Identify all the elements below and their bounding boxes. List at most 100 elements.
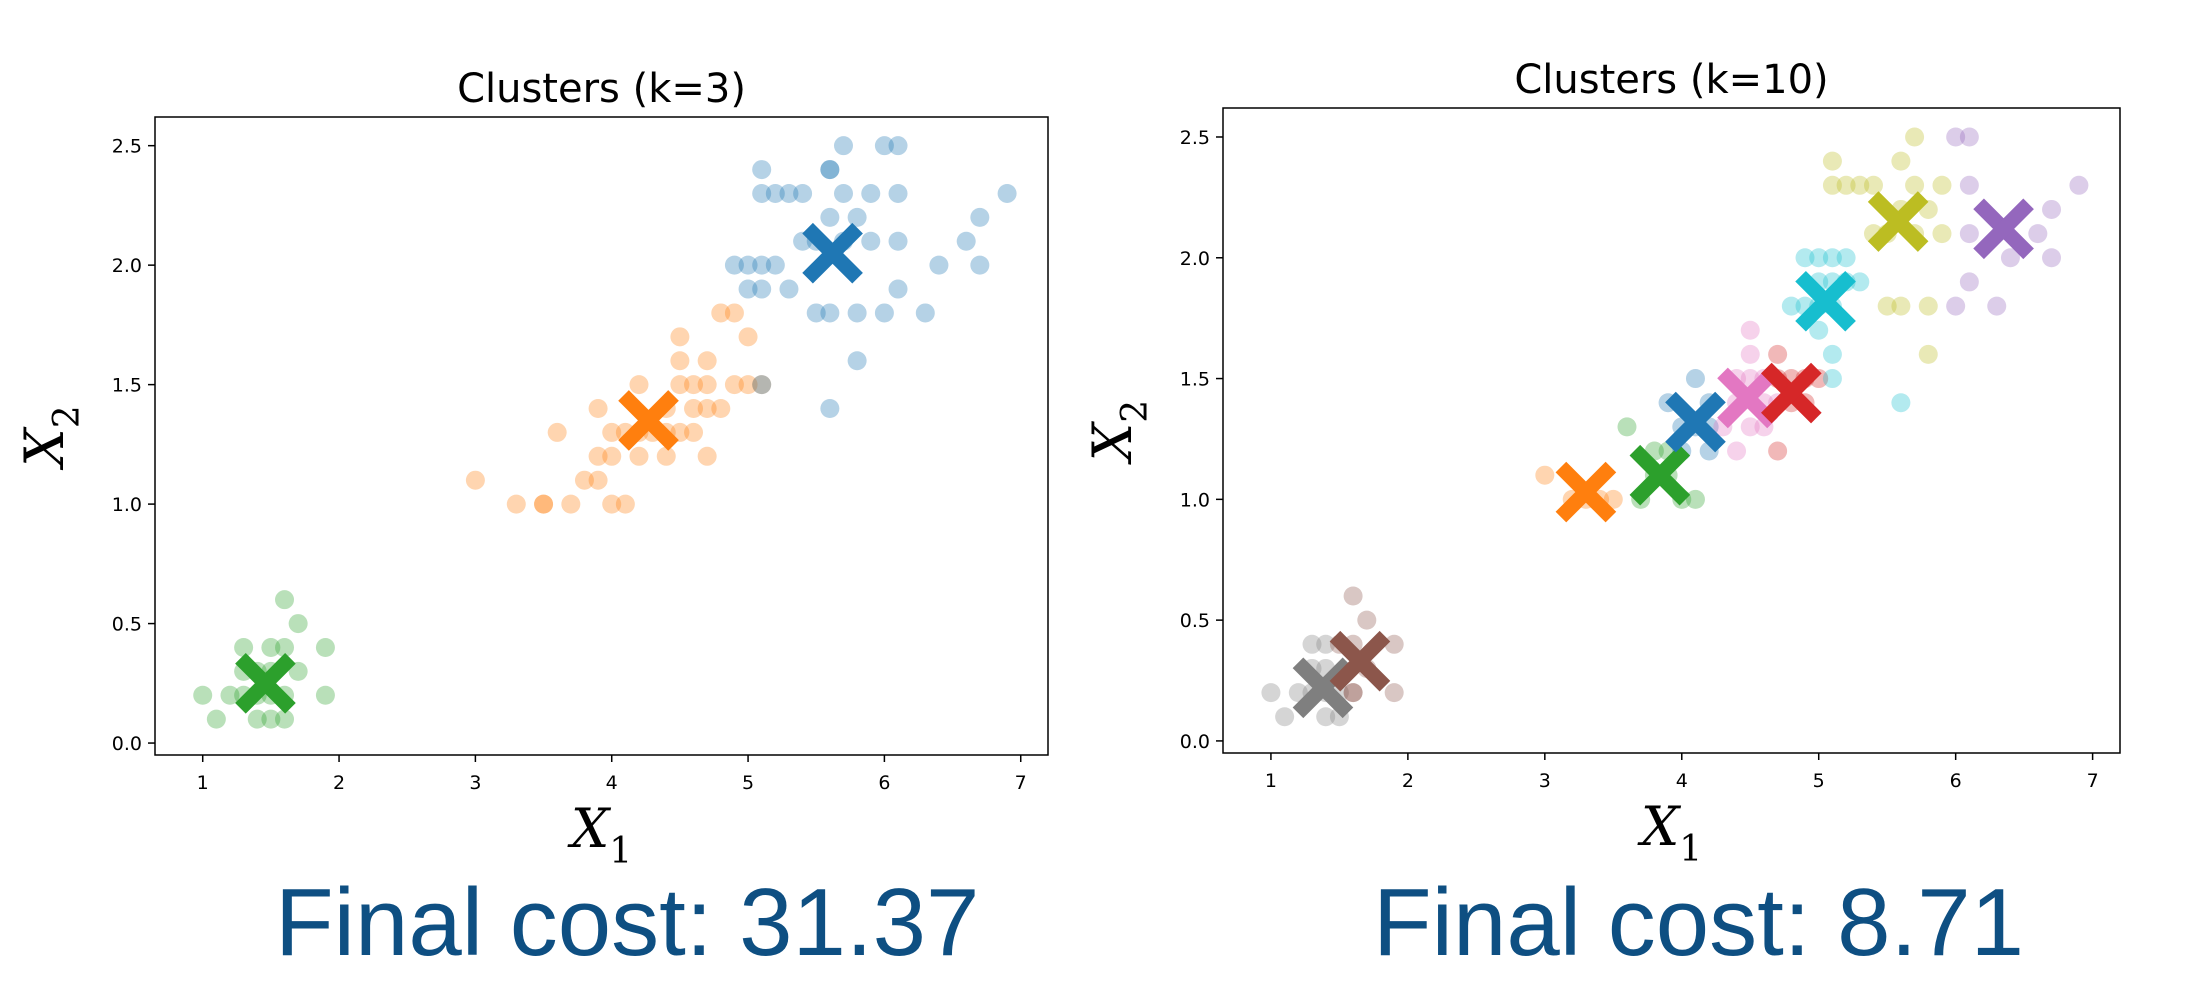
data-point: [888, 183, 908, 203]
y-tick-label: 2.0: [1180, 248, 1210, 270]
x-tick-label: 4: [1676, 770, 1688, 792]
data-point: [1822, 344, 1842, 364]
data-point: [261, 637, 281, 657]
data-point: [1987, 296, 2007, 316]
data-point: [547, 422, 567, 442]
data-point: [1836, 175, 1856, 195]
y-tick-label: 1.0: [1180, 489, 1210, 511]
data-point: [833, 136, 853, 156]
data-point: [861, 183, 881, 203]
centroid-marker: [235, 653, 296, 714]
data-point: [1863, 175, 1883, 195]
data-point: [1685, 489, 1705, 509]
data-point: [1850, 175, 1870, 195]
data-point: [1261, 683, 1281, 703]
data-point: [697, 375, 717, 395]
data-point: [684, 399, 704, 419]
data-point: [765, 183, 785, 203]
data-point: [602, 422, 622, 442]
data-point: [1781, 296, 1801, 316]
data-point: [1946, 127, 1966, 147]
y-axis-label: X2: [13, 405, 88, 470]
data-point: [588, 399, 608, 419]
x-tick-label: 3: [1539, 770, 1551, 792]
data-point: [602, 446, 622, 466]
data-point: [697, 399, 717, 419]
data-point: [765, 255, 785, 275]
data-point: [2042, 199, 2062, 219]
data-point: [888, 136, 908, 156]
data-point: [1822, 248, 1842, 268]
data-point: [247, 709, 267, 729]
data-point: [1877, 296, 1897, 316]
data-point: [724, 303, 744, 323]
y-tick-label: 2.0: [112, 255, 142, 277]
data-point: [1918, 344, 1938, 364]
data-point: [193, 685, 213, 705]
centroid-marker: [1761, 362, 1822, 424]
data-point: [670, 327, 690, 347]
data-point: [288, 661, 308, 681]
data-point: [1891, 296, 1911, 316]
data-point: [738, 375, 758, 395]
data-point: [574, 470, 594, 490]
x-tick-label: 4: [606, 772, 618, 794]
final-cost-value-left: 31.37: [739, 869, 980, 976]
data-point: [1275, 707, 1295, 727]
data-point: [2000, 248, 2020, 268]
data-point: [1685, 369, 1705, 389]
cluster-3: [724, 136, 1017, 419]
data-point: [2069, 175, 2089, 195]
final-cost-value-right: 8.71: [1837, 869, 2024, 976]
data-point: [588, 446, 608, 466]
plot-frame: [1222, 107, 2121, 754]
x-tick-label: 6: [878, 772, 890, 794]
data-point: [888, 231, 908, 251]
data-point: [561, 494, 581, 514]
centroid-marker: [802, 222, 863, 284]
data-point: [724, 375, 744, 395]
data-point: [820, 207, 840, 227]
data-point: [1740, 320, 1760, 340]
data-point: [711, 303, 731, 323]
centroid-marker: [1973, 198, 2034, 260]
data-point: [1535, 465, 1555, 485]
x-tick-label: 3: [469, 772, 481, 794]
data-point: [752, 160, 772, 180]
data-point: [629, 375, 649, 395]
data-point: [1343, 683, 1363, 703]
data-point: [1822, 369, 1842, 389]
data-point: [1822, 175, 1842, 195]
data-point: [1302, 634, 1322, 654]
data-point: [1959, 272, 1979, 292]
data-point: [833, 183, 853, 203]
data-point: [1343, 683, 1363, 703]
data-point: [874, 303, 894, 323]
data-point: [1959, 224, 1979, 244]
data-point: [1768, 344, 1788, 364]
data-point: [465, 470, 485, 490]
data-point: [275, 709, 295, 729]
data-point: [1932, 175, 1952, 195]
x-tick-label: 7: [1015, 772, 1027, 794]
data-point: [2028, 224, 2048, 244]
data-point: [970, 255, 990, 275]
data-point: [1850, 272, 1870, 292]
data-point: [738, 255, 758, 275]
data-point: [1384, 683, 1404, 703]
data-point: [752, 183, 772, 203]
data-point: [534, 494, 554, 514]
cluster-8: [1781, 248, 1911, 413]
data-point: [711, 399, 731, 419]
centroid-marker: [1867, 191, 1929, 252]
data-point: [220, 685, 240, 705]
y-tick-label: 0.0: [1180, 731, 1210, 753]
chart-title: Clusters (k=3): [457, 66, 746, 112]
data-point: [820, 303, 840, 323]
data-point: [684, 375, 704, 395]
centroid-marker: [618, 390, 679, 451]
data-point: [506, 494, 526, 514]
y-tick-label: 1.5: [1180, 369, 1210, 391]
data-point: [956, 231, 976, 251]
